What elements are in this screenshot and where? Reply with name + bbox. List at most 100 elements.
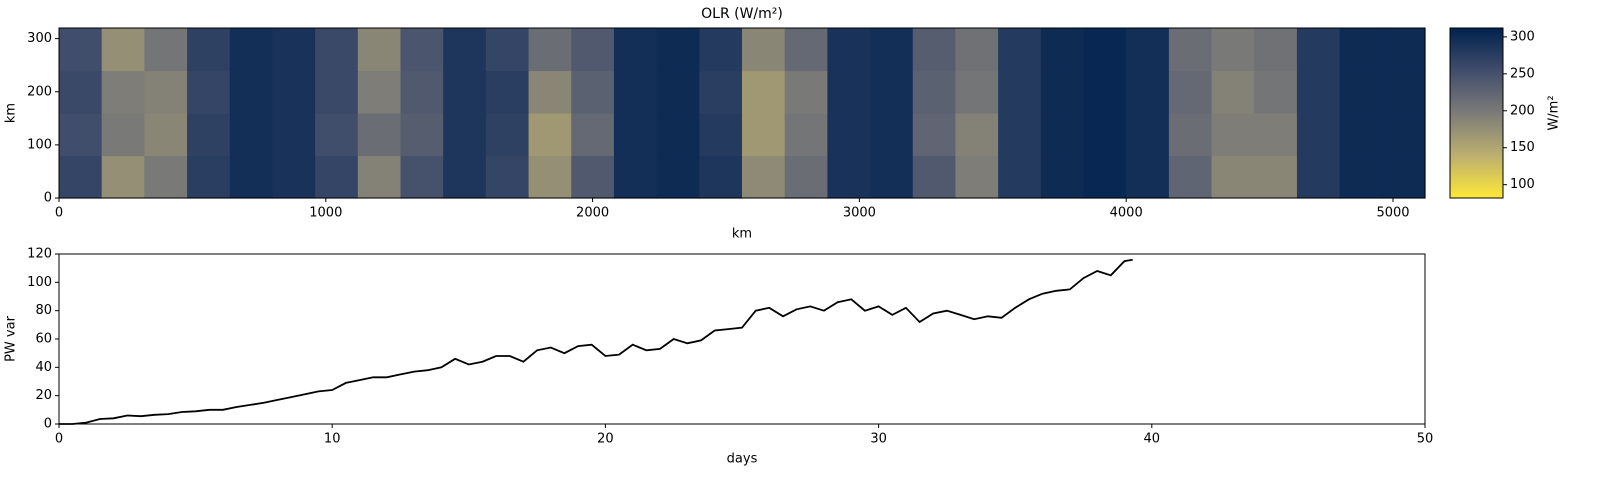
heatmap-cell <box>101 28 145 72</box>
heatmap-cell <box>1339 155 1383 199</box>
heatmap-cell <box>1083 28 1127 72</box>
heatmap-cell <box>571 113 615 157</box>
heatmap-cell <box>613 155 658 199</box>
heatmap-cell <box>1382 70 1426 114</box>
x-tick-label: 0 <box>55 432 63 447</box>
heatmap-cell <box>613 113 658 157</box>
heatmap-cell <box>1339 113 1383 157</box>
heatmap-cell <box>272 70 316 114</box>
heatmap-cell <box>1168 155 1213 199</box>
heatmap-cell <box>59 113 103 157</box>
heatmap-cell <box>742 155 786 199</box>
heatmap-cell <box>101 155 145 199</box>
x-tick-label: 30 <box>870 432 887 447</box>
heatmap-cell <box>699 28 743 72</box>
heatmap-cell <box>613 70 658 114</box>
heatmap-cell <box>784 28 828 72</box>
heatmap-cell <box>485 113 530 157</box>
heatmap-cell <box>656 113 700 157</box>
colorbar-tick-label: 250 <box>1510 66 1535 81</box>
y-tick-label: 300 <box>27 31 52 46</box>
x-tick-label: 0 <box>55 206 63 221</box>
heatmap-cell <box>1382 155 1426 199</box>
heatmap-cell <box>1382 28 1426 72</box>
x-tick-label: 5000 <box>1376 206 1409 221</box>
heatmap-cell <box>699 70 743 114</box>
x-axis-label: days <box>727 452 758 467</box>
heatmap-cell <box>1040 155 1085 199</box>
heatmap-cell <box>485 155 530 199</box>
heatmap-cell <box>571 70 615 114</box>
heatmap-cell <box>870 28 914 72</box>
heatmap-cell <box>443 70 487 114</box>
heatmap-cell <box>827 70 871 114</box>
heatmap-cell <box>1040 28 1085 72</box>
y-tick-label: 80 <box>35 303 52 318</box>
heatmap-cell <box>400 28 444 72</box>
heatmap-cell <box>1040 113 1085 157</box>
colorbar-tick-label: 150 <box>1510 140 1535 155</box>
heatmap-cell <box>443 28 487 72</box>
heatmap-cell <box>315 28 359 72</box>
heatmap-cell <box>699 113 743 157</box>
x-tick-label: 1000 <box>309 206 342 221</box>
heatmap-cell <box>1296 70 1341 114</box>
heatmap-cell <box>699 155 743 199</box>
heatmap-cell <box>315 70 359 114</box>
heatmap-cell <box>1382 113 1426 157</box>
heatmap-cell <box>1254 113 1298 157</box>
chart-title: OLR (W/m²) <box>701 6 783 22</box>
heatmap-cell <box>1211 113 1255 157</box>
heatmap-cell <box>1296 155 1341 199</box>
heatmap-cell <box>870 70 914 114</box>
heatmap-cell <box>315 113 359 157</box>
heatmap-cell <box>1168 70 1213 114</box>
heatmap-cell <box>187 113 231 157</box>
y-tick-label: 60 <box>35 332 52 347</box>
heatmap-cell <box>998 70 1042 114</box>
heatmap-cell <box>187 28 231 72</box>
heatmap-cell <box>1211 28 1255 72</box>
heatmap-cell <box>613 28 658 72</box>
heatmap-cell <box>1296 113 1341 157</box>
y-tick-label: 40 <box>35 360 52 375</box>
heatmap-cell <box>400 155 444 199</box>
heatmap-cell <box>1254 70 1298 114</box>
heatmap-cell <box>1126 155 1170 199</box>
heatmap-cell <box>912 28 957 72</box>
heatmap-cell <box>784 70 828 114</box>
heatmap-cell <box>1211 155 1255 199</box>
heatmap-cell <box>1083 155 1127 199</box>
heatmap-cell <box>144 113 188 157</box>
heatmap-cell <box>357 113 402 157</box>
heatmap-cell <box>742 28 786 72</box>
y-tick-label: 100 <box>27 275 52 290</box>
heatmap-cell <box>528 113 572 157</box>
plot-frame <box>58 27 1426 199</box>
heatmap-cell <box>998 113 1042 157</box>
heatmap-cell <box>59 28 103 72</box>
plot-frame <box>58 253 1426 425</box>
heatmap-cell <box>1296 28 1341 72</box>
heatmap-cell <box>272 113 316 157</box>
heatmap-cell <box>742 113 786 157</box>
heatmap-cell <box>1339 28 1383 72</box>
heatmap-cell <box>742 70 786 114</box>
heatmap-cell <box>912 113 957 157</box>
heatmap-cell <box>272 155 316 199</box>
y-axis-label: PW var <box>4 315 19 361</box>
y-axis-label: km <box>4 103 19 123</box>
x-tick-label: 50 <box>1417 432 1434 447</box>
heatmap-cell <box>229 155 274 199</box>
heatmap-cell <box>528 70 572 114</box>
y-tick-label: 20 <box>35 388 52 403</box>
heatmap-cell <box>400 70 444 114</box>
y-tick-label: 120 <box>27 247 52 262</box>
x-tick-label: 10 <box>324 432 341 447</box>
heatmap-cell <box>229 113 274 157</box>
x-axis-label: km <box>732 227 752 242</box>
heatmap-cell <box>229 28 274 72</box>
heatmap-cell <box>357 28 402 72</box>
heatmap-cell <box>571 28 615 72</box>
